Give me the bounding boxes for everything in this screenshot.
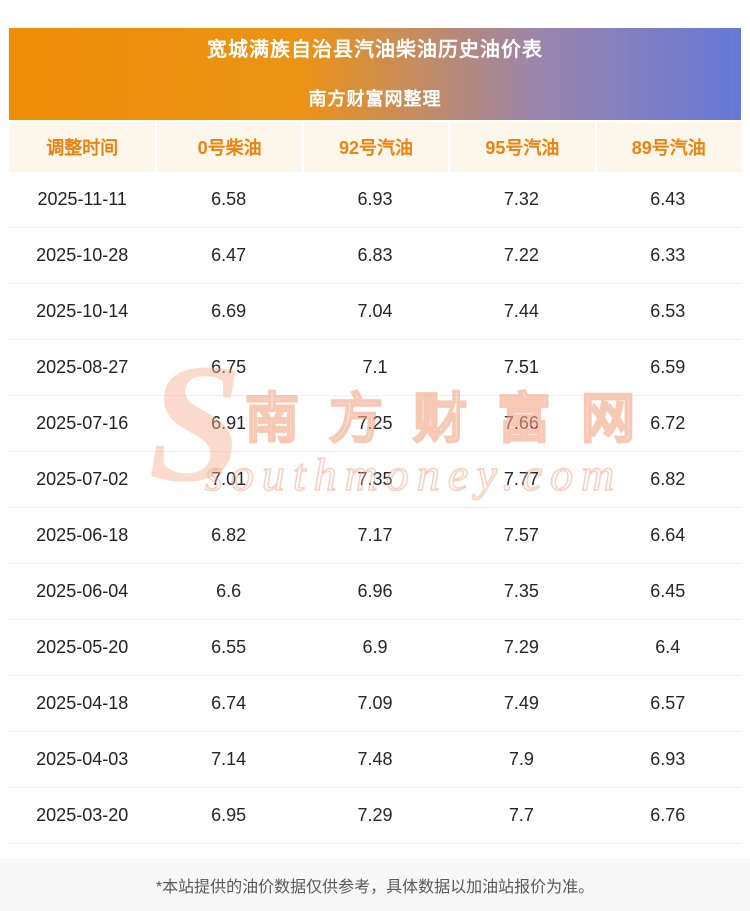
price-cell-gas-95: 7.57 [503,525,539,545]
page-title: 宽城满族自治县汽油柴油历史油价表 [207,39,543,61]
date-cell: 2025-10-14 [36,301,129,321]
price-cell-diesel-0: 6.6 [216,581,242,601]
price-cell-diesel-0: 6.75 [211,357,247,377]
price-cell-gas-92: 6.83 [357,245,393,265]
table-row: 2025-10-28 6.47 6.83 7.22 6.33 [9,228,741,284]
price-cell-gas-95: 7.22 [503,245,539,265]
price-cell-diesel-0: 6.82 [211,525,247,545]
price-cell-gas-92: 7.1 [362,357,388,377]
price-cell-diesel-0: 7.14 [211,749,247,769]
price-cell-gas-89: 6.4 [655,637,681,657]
price-cell-gas-92: 7.09 [357,693,393,713]
date-cell: 2025-07-16 [36,413,129,433]
price-cell-gas-89: 6.57 [650,693,686,713]
table-row: 2025-07-02 7.01 7.35 7.77 6.82 [9,452,741,508]
price-cell-gas-92: 7.04 [357,301,393,321]
table-body: 2025-11-11 6.58 6.93 7.32 6.43 2025-10-2… [9,172,741,844]
price-cell-gas-95: 7.77 [503,469,539,489]
date-cell: 2025-03-20 [36,805,129,825]
price-cell-gas-92: 7.29 [357,805,393,825]
price-cell-diesel-0: 6.91 [211,413,247,433]
price-cell-gas-89: 6.82 [650,469,686,489]
table-row: 2025-05-20 6.55 6.9 7.29 6.4 [9,620,741,676]
date-cell: 2025-05-20 [36,637,129,657]
price-cell-gas-89: 6.72 [650,413,686,433]
table-row: 2025-03-20 6.95 7.29 7.7 6.76 [9,788,741,844]
date-cell: 2025-11-11 [37,189,127,209]
price-cell-gas-92: 7.35 [357,469,393,489]
column-header-gas-95: 95号汽油 [448,122,594,172]
date-cell: 2025-06-18 [36,525,129,545]
price-cell-gas-95: 7.35 [503,581,539,601]
header-banner: 宽城满族自治县汽油柴油历史油价表 南方财富网整理 [9,28,741,120]
table-row: 2025-06-04 6.6 6.96 7.35 6.45 [9,564,741,620]
price-cell-gas-92: 7.25 [357,413,393,433]
price-cell-gas-89: 6.53 [650,301,686,321]
page-subtitle: 南方财富网整理 [308,89,442,109]
price-cell-gas-92: 7.48 [357,749,393,769]
price-cell-gas-89: 6.59 [650,357,686,377]
price-cell-diesel-0: 6.69 [211,301,247,321]
price-cell-gas-95: 7.66 [503,413,539,433]
price-cell-gas-95: 7.49 [503,693,539,713]
price-cell-gas-92: 7.17 [357,525,393,545]
table-row: 2025-06-18 6.82 7.17 7.57 6.64 [9,508,741,564]
price-cell-gas-95: 7.32 [503,189,539,209]
price-cell-diesel-0: 7.01 [211,469,247,489]
table-row: 2025-07-16 6.91 7.25 7.66 6.72 [9,396,741,452]
price-table: 调整时间 0号柴油 92号汽油 95号汽油 89号汽油 2025-11-11 6… [0,122,750,844]
price-cell-gas-89: 6.93 [650,749,686,769]
price-cell-gas-89: 6.64 [650,525,686,545]
table-header-row: 调整时间 0号柴油 92号汽油 95号汽油 89号汽油 [9,122,741,172]
price-cell-gas-95: 7.51 [503,357,539,377]
price-cell-diesel-0: 6.55 [211,637,247,657]
table-row: 2025-10-14 6.69 7.04 7.44 6.53 [9,284,741,340]
price-cell-gas-89: 6.76 [650,805,686,825]
price-cell-diesel-0: 6.74 [211,693,247,713]
date-cell: 2025-04-18 [36,693,129,713]
table-row: 2025-04-03 7.14 7.48 7.9 6.93 [9,732,741,788]
table-row: 2025-11-11 6.58 6.93 7.32 6.43 [9,172,741,228]
price-cell-diesel-0: 6.47 [211,245,247,265]
price-cell-diesel-0: 6.95 [211,805,247,825]
price-cell-gas-95: 7.9 [508,749,534,769]
price-cell-gas-95: 7.29 [503,637,539,657]
price-cell-gas-89: 6.33 [650,245,686,265]
date-cell: 2025-10-28 [36,245,129,265]
price-cell-gas-89: 6.45 [650,581,686,601]
price-cell-gas-89: 6.43 [650,189,686,209]
date-cell: 2025-08-27 [36,357,129,377]
date-cell: 2025-04-03 [36,749,129,769]
price-cell-gas-92: 6.9 [362,637,388,657]
price-cell-gas-95: 7.44 [503,301,539,321]
date-cell: 2025-07-02 [36,469,129,489]
table-row: 2025-08-27 6.75 7.1 7.51 6.59 [9,340,741,396]
footer-bar: *本站提供的油价数据仅供参考，具体数据以加油站报价为准。 [0,858,750,911]
price-cell-gas-95: 7.7 [508,805,534,825]
price-cell-gas-92: 6.96 [357,581,393,601]
date-cell: 2025-06-04 [36,581,129,601]
footer-note: *本站提供的油价数据仅供参考，具体数据以加油站报价为准。 [155,878,595,896]
price-cell-gas-92: 6.93 [357,189,393,209]
column-header-diesel-0: 0号柴油 [155,122,301,172]
table-row: 2025-04-18 6.74 7.09 7.49 6.57 [9,676,741,732]
column-header-gas-92: 92号汽油 [301,122,448,172]
price-cell-diesel-0: 6.58 [211,189,247,209]
column-header-gas-89: 89号汽油 [594,122,741,172]
column-header-date: 调整时间 [46,138,119,158]
